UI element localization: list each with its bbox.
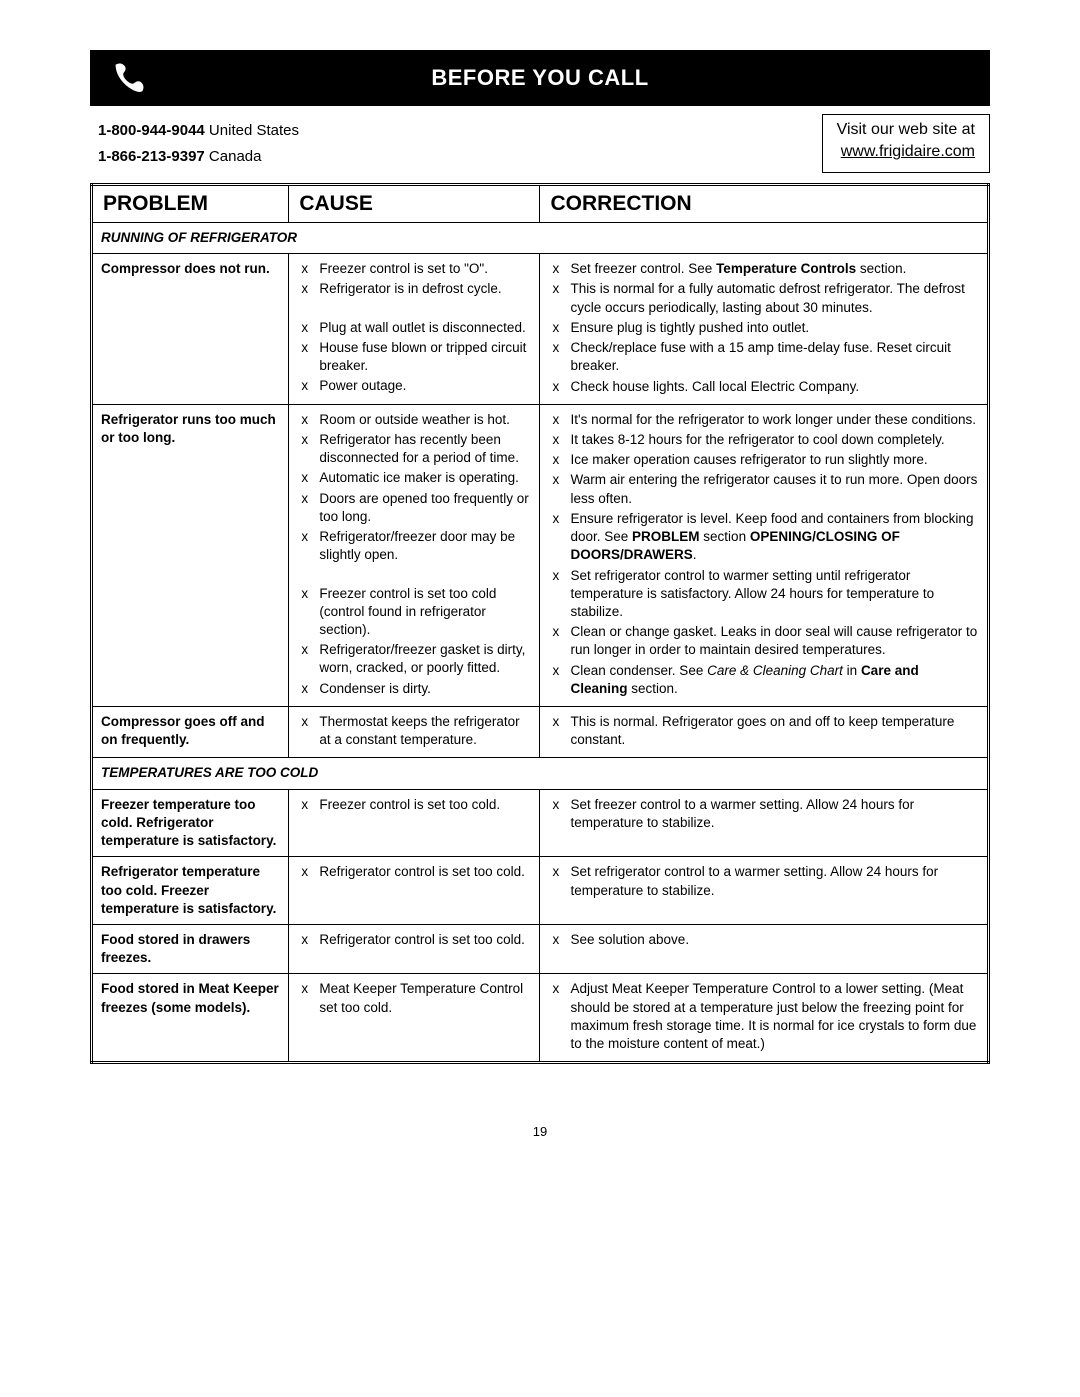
list-item: Check house lights. Call local Electric … [548,378,979,396]
list-item: House fuse blown or tripped circuit brea… [297,339,531,375]
us-phone: 1-800-944-9044 [98,122,205,139]
table-row: Refrigerator temperature too cold. Freez… [92,857,989,925]
correction-cell: Set freezer control. See Temperature Con… [540,254,989,405]
list-item: Set freezer control. See Temperature Con… [548,260,979,278]
list-item: It takes 8-12 hours for the refrigerator… [548,431,979,449]
header-title: BEFORE YOU CALL [90,65,990,91]
list-item: Clean condenser. See Care & Cleaning Cha… [548,662,979,698]
cause-cell: Freezer control is set too cold. [289,789,540,857]
problem-cell: Refrigerator runs too much or too long. [92,404,289,706]
list-item: This is normal. Refrigerator goes on and… [548,713,979,749]
contact-row: 1-800-944-9044 United States 1-866-213-9… [90,114,990,173]
list-item: Refrigerator/freezer gasket is dirty, wo… [297,641,531,677]
website-url[interactable]: www.frigidaire.com [837,141,975,163]
problem-cell: Food stored in drawers freezes. [92,925,289,974]
problem-cell: Compressor does not run. [92,254,289,405]
list-item: This is normal for a fully automatic def… [548,280,979,316]
ca-phone: 1-866-213-9397 [98,148,205,165]
list-item: Set refrigerator control to a warmer set… [548,863,979,899]
cause-cell: Freezer control is set to "O". Refrigera… [289,254,540,405]
cause-cell: Refrigerator control is set too cold. [289,857,540,925]
correction-cell: Set refrigerator control to a warmer set… [540,857,989,925]
list-item: Plug at wall outlet is disconnected. [297,319,531,337]
list-item: Power outage. [297,377,531,395]
correction-cell: It's normal for the refrigerator to work… [540,404,989,706]
contact-us: 1-800-944-9044 United States [98,118,299,144]
section-too-cold: TEMPERATURES ARE TOO COLD [92,758,989,789]
list-item: Set freezer control to a warmer setting.… [548,796,979,832]
list-item: Set refrigerator control to warmer setti… [548,567,979,622]
table-row: Refrigerator runs too much or too long. … [92,404,989,706]
list-item: Adjust Meat Keeper Temperature Control t… [548,980,979,1053]
table-row: Compressor does not run. Freezer control… [92,254,989,405]
problem-cell: Refrigerator temperature too cold. Freez… [92,857,289,925]
section-running: RUNNING OF REFRIGERATOR [92,223,989,254]
list-item: Refrigerator is in defrost cycle. [297,280,531,298]
list-item: Warm air entering the refrigerator cause… [548,471,979,507]
list-item: Freezer control is set too cold. [297,796,531,814]
us-label: United States [205,122,299,139]
list-item: See solution above. [548,931,979,949]
list-item: Ensure refrigerator is level. Keep food … [548,510,979,565]
list-item: Freezer control is set too cold (control… [297,585,531,640]
ca-label: Canada [205,148,262,165]
list-item: Automatic ice maker is operating. [297,469,531,487]
visit-line: Visit our web site at [837,119,975,141]
list-item: Refrigerator/freezer door may be slightl… [297,528,531,564]
header-bar: BEFORE YOU CALL [90,50,990,106]
list-item: Refrigerator has recently been disconnec… [297,431,531,467]
list-item: Doors are opened too frequently or too l… [297,490,531,526]
cause-cell: Room or outside weather is hot. Refriger… [289,404,540,706]
list-item: Ensure plug is tightly pushed into outle… [548,319,979,337]
problem-cell: Freezer temperature too cold. Refrigerat… [92,789,289,857]
header-row: PROBLEM CAUSE CORRECTION [92,185,989,223]
list-item: It's normal for the refrigerator to work… [548,411,979,429]
contact-right: Visit our web site at www.frigidaire.com [822,114,990,173]
table-row: Freezer temperature too cold. Refrigerat… [92,789,989,857]
problem-cell: Food stored in Meat Keeper freezes (some… [92,974,289,1063]
contact-ca: 1-866-213-9397 Canada [98,144,299,170]
list-item: Meat Keeper Temperature Control set too … [297,980,531,1016]
cause-cell: Meat Keeper Temperature Control set too … [289,974,540,1063]
list-item: Freezer control is set to "O". [297,260,531,278]
section-running-label: RUNNING OF REFRIGERATOR [92,223,989,254]
col-problem: PROBLEM [92,185,289,223]
list-item: Room or outside weather is hot. [297,411,531,429]
correction-cell: See solution above. [540,925,989,974]
contact-left: 1-800-944-9044 United States 1-866-213-9… [90,114,299,173]
section-too-cold-label: TEMPERATURES ARE TOO COLD [92,758,989,789]
col-cause: CAUSE [289,185,540,223]
list-item: Condenser is dirty. [297,680,531,698]
correction-cell: This is normal. Refrigerator goes on and… [540,707,989,758]
page-number: 19 [90,1124,990,1139]
list-item: Thermostat keeps the refrigerator at a c… [297,713,531,749]
page: BEFORE YOU CALL 1-800-944-9044 United St… [0,0,1080,1179]
cause-cell: Refrigerator control is set too cold. [289,925,540,974]
correction-cell: Set freezer control to a warmer setting.… [540,789,989,857]
list-item: Refrigerator control is set too cold. [297,863,531,881]
list-item: Refrigerator control is set too cold. [297,931,531,949]
troubleshooting-table: PROBLEM CAUSE CORRECTION RUNNING OF REFR… [90,183,990,1064]
table-row: Compressor goes off and on frequently. T… [92,707,989,758]
table-row: Food stored in drawers freezes. Refriger… [92,925,989,974]
list-item: Check/replace fuse with a 15 amp time-de… [548,339,979,375]
list-item: Ice maker operation causes refrigerator … [548,451,979,469]
cause-cell: Thermostat keeps the refrigerator at a c… [289,707,540,758]
list-item: Clean or change gasket. Leaks in door se… [548,623,979,659]
col-correction: CORRECTION [540,185,989,223]
problem-cell: Compressor goes off and on frequently. [92,707,289,758]
correction-cell: Adjust Meat Keeper Temperature Control t… [540,974,989,1063]
table-row: Food stored in Meat Keeper freezes (some… [92,974,989,1063]
